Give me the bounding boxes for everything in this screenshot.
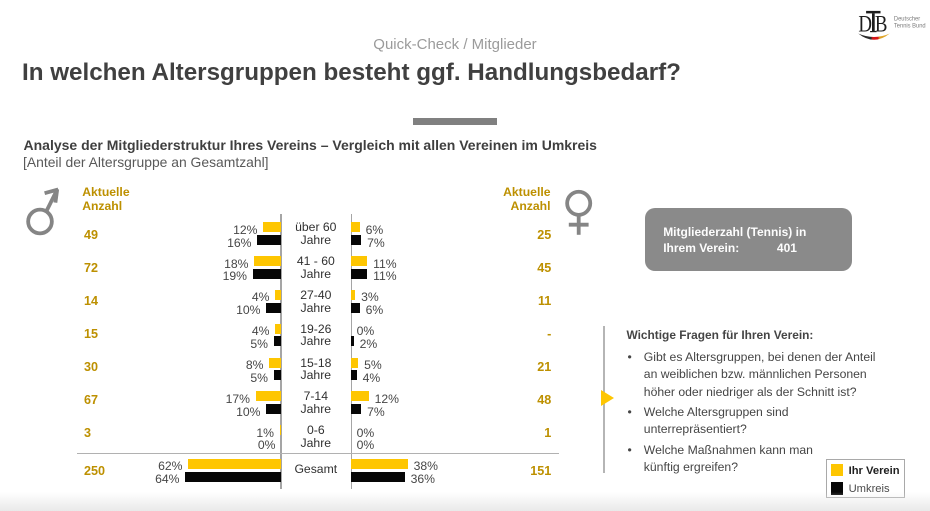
- svg-text:B: B: [875, 11, 888, 37]
- svg-text:Tennis Bund: Tennis Bund: [894, 22, 926, 30]
- svg-text:D: D: [858, 11, 872, 37]
- svg-text:Deutscher: Deutscher: [894, 15, 920, 23]
